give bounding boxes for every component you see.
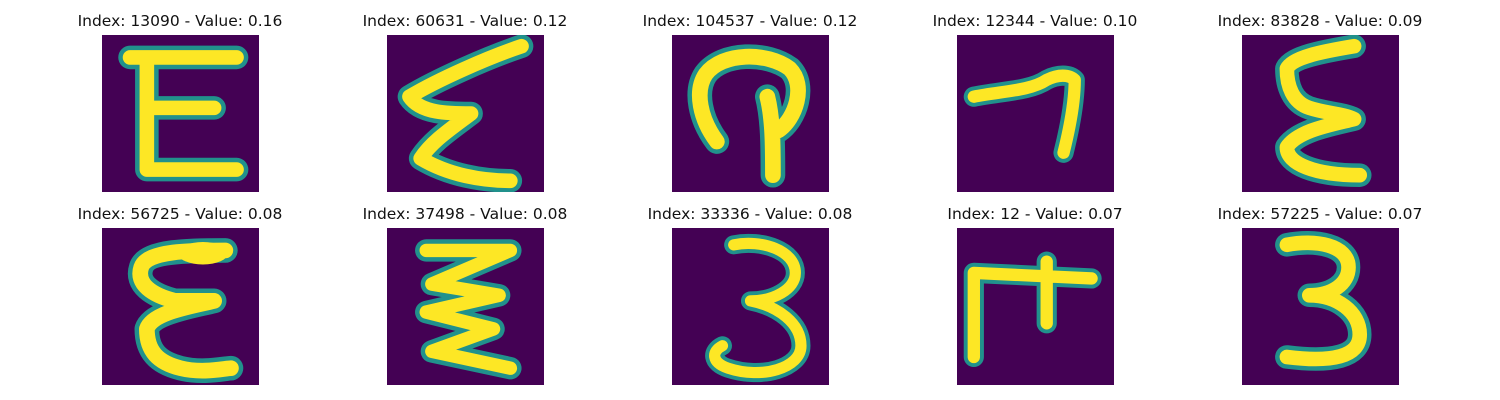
- glyph-zigzag-shape: [415, 239, 522, 380]
- digit-image: [1242, 35, 1399, 192]
- panel-cell: Index: 12344 - Value: 0.10: [895, 0, 1175, 192]
- panel-cell: Index: 33336 - Value: 0.08: [610, 193, 890, 385]
- glyph-three-shape: [1275, 231, 1372, 371]
- glyph-e-shape: [1275, 35, 1372, 187]
- panel-cell: Index: 12 - Value: 0.07: [895, 193, 1175, 385]
- glyph-e-shape: [397, 35, 534, 192]
- panel-title: Index: 12344 - Value: 0.10: [932, 12, 1138, 30]
- digit-image: [672, 228, 829, 385]
- glyph-e-shape: [127, 238, 244, 383]
- panel-cell: Index: 37498 - Value: 0.08: [325, 193, 605, 385]
- glyph-hook-shape: [687, 44, 811, 188]
- panel-cell: Index: 13090 - Value: 0.16: [40, 0, 320, 192]
- panel-title: Index: 83828 - Value: 0.09: [1217, 12, 1423, 30]
- digit-image: [102, 35, 259, 192]
- panel-title: Index: 12 - Value: 0.07: [947, 205, 1123, 223]
- digit-image: [387, 35, 544, 192]
- panel-cell: Index: 83828 - Value: 0.09: [1180, 0, 1460, 192]
- digit-image: [387, 228, 544, 385]
- glyph-f-shape: [963, 251, 1102, 368]
- panel-cell: Index: 56725 - Value: 0.08: [40, 193, 320, 385]
- glyph-e-shape: [118, 45, 249, 182]
- digit-image: [672, 35, 829, 192]
- digit-image: [957, 228, 1114, 385]
- panel-cell: Index: 104537 - Value: 0.12: [610, 0, 890, 192]
- glyph-seven-shape: [963, 65, 1085, 163]
- panel-title: Index: 57225 - Value: 0.07: [1217, 205, 1423, 223]
- digit-image: [102, 228, 259, 385]
- glyph-three-shape: [705, 233, 811, 383]
- panel-title: Index: 60631 - Value: 0.12: [362, 12, 568, 30]
- panel-title: Index: 56725 - Value: 0.08: [77, 205, 283, 223]
- panel-cell: Index: 57225 - Value: 0.07: [1180, 193, 1460, 385]
- digit-image: [1242, 228, 1399, 385]
- panel-cell: Index: 60631 - Value: 0.12: [325, 0, 605, 192]
- panel-title: Index: 37498 - Value: 0.08: [362, 205, 568, 223]
- panel-title: Index: 13090 - Value: 0.16: [77, 12, 283, 30]
- panel-title: Index: 33336 - Value: 0.08: [647, 205, 853, 223]
- digit-image: [957, 35, 1114, 192]
- panel-title: Index: 104537 - Value: 0.12: [642, 12, 858, 30]
